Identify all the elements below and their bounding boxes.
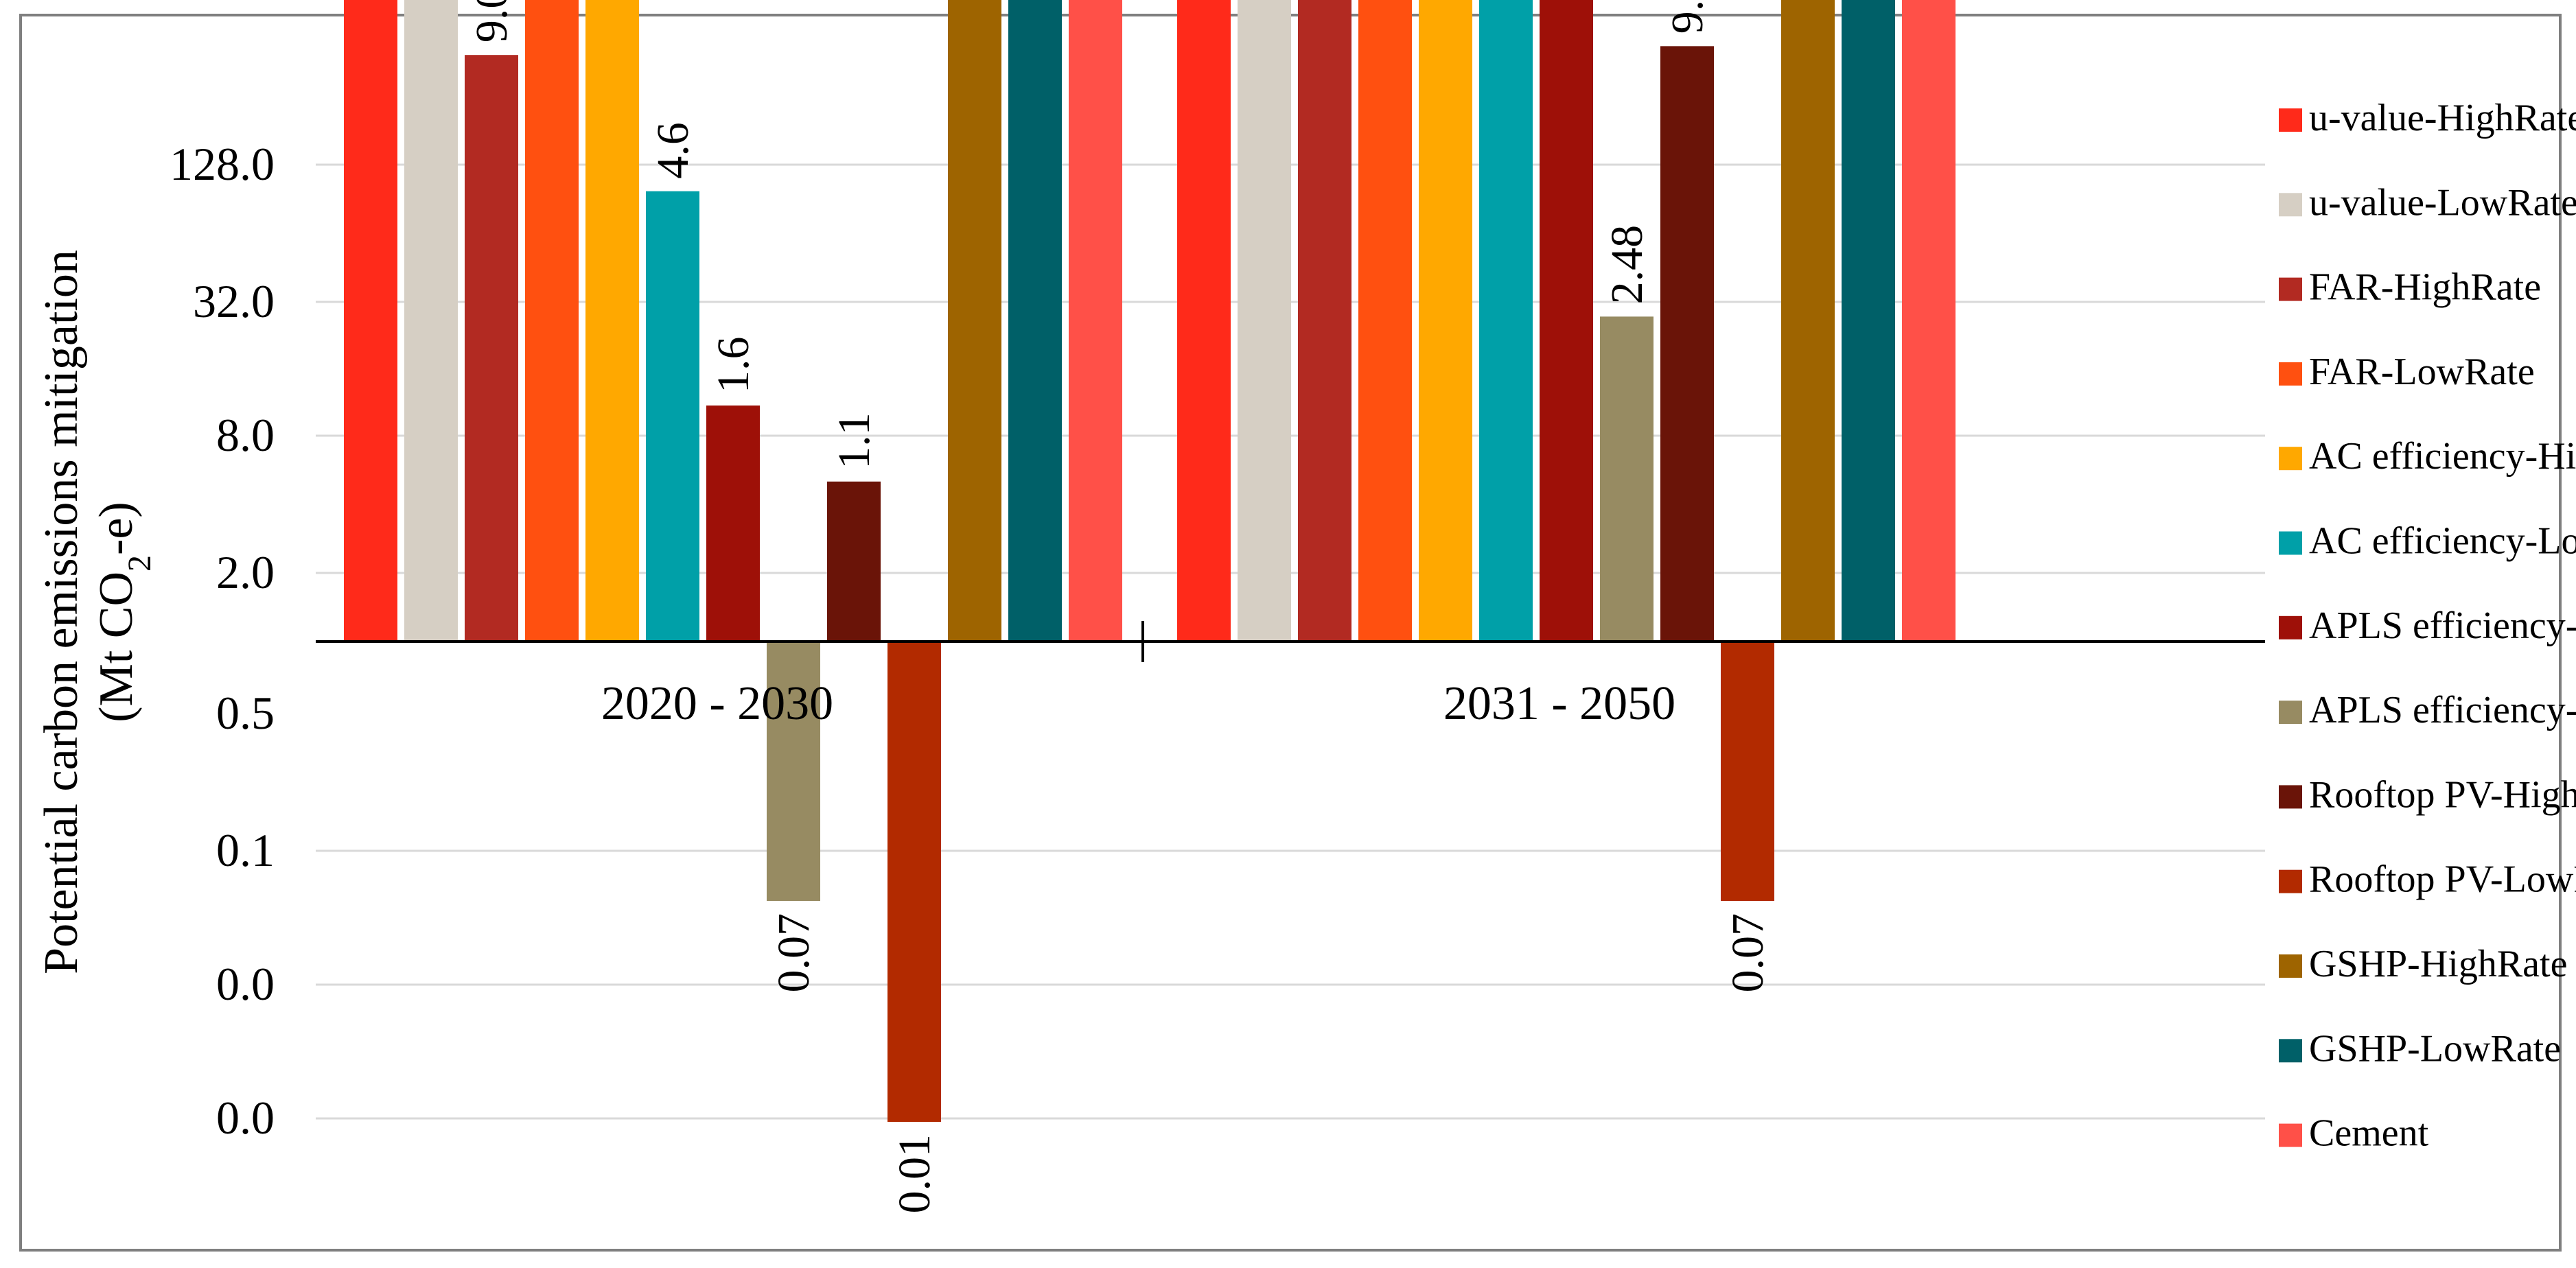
bar-apls-efficiency-lowrate-2020-2030 bbox=[767, 642, 820, 901]
legend-swatch bbox=[2279, 277, 2302, 301]
legend-swatch bbox=[2279, 954, 2302, 978]
y-tick-label: 0.1 bbox=[216, 824, 275, 876]
bar-ac-efficiency-highrate-2031-2050 bbox=[1419, 0, 1472, 642]
bar-far-lowrate-2031-2050 bbox=[1358, 0, 1412, 642]
bar-apls-efficiency-lowrate-2031-2050 bbox=[1600, 316, 1653, 642]
data-label: 1.6 bbox=[708, 336, 758, 393]
legend-label: u-value-HighRate bbox=[2309, 97, 2576, 139]
bar-u-value-highrate-2020-2030 bbox=[344, 0, 397, 642]
category-label: 2031 - 2050 bbox=[1443, 677, 1675, 730]
legend-swatch bbox=[2279, 615, 2302, 639]
y-axis-title: Potential carbon emissions mitigation bbox=[35, 250, 88, 974]
data-label: 9.0 bbox=[467, 0, 517, 43]
legend-swatch bbox=[2279, 1039, 2302, 1063]
legend-swatch bbox=[2279, 193, 2302, 217]
legend-swatch bbox=[2279, 108, 2302, 132]
y-axis-unit: (Mt CO2-e) bbox=[90, 502, 158, 722]
bar-apls-efficiency-highrate-2031-2050 bbox=[1540, 0, 1593, 642]
legend-swatch bbox=[2279, 701, 2302, 725]
y-tick-label: 0.5 bbox=[216, 687, 275, 739]
legend: u-value-HighRate u-value-LowRate FAR-HighR… bbox=[2279, 97, 2576, 1155]
legend-swatch bbox=[2279, 447, 2302, 471]
y-axis-unit-prefix: (Mt CO bbox=[90, 572, 143, 723]
bar-cement-2031-2050 bbox=[1902, 0, 1956, 642]
legend-swatch bbox=[2279, 362, 2302, 386]
data-label: 4.6 bbox=[648, 122, 698, 179]
data-labels: 18.845.325.561.69.021.622.153.316.942.54… bbox=[467, 0, 1773, 1214]
bar-far-highrate-2031-2050 bbox=[1298, 0, 1351, 642]
bar-gshp-highrate-2031-2050 bbox=[1781, 0, 1835, 642]
bar-u-value-lowrate-2031-2050 bbox=[1238, 0, 1291, 642]
y-tick-labels: 128.0 32.0 8.0 2.0 0.5 0.1 0.0 0.0 bbox=[170, 138, 275, 1144]
data-label: 2.48 bbox=[1602, 225, 1652, 305]
bar-u-value-lowrate-2020-2030 bbox=[404, 0, 458, 642]
bar-cement-2020-2030 bbox=[1069, 0, 1122, 642]
bar-apls-efficiency-highrate-2020-2030 bbox=[706, 405, 760, 642]
data-label: 0.07 bbox=[1723, 913, 1773, 993]
legend-label: Cement bbox=[2309, 1112, 2429, 1155]
legend-label: GSHP-LowRate bbox=[2309, 1027, 2561, 1070]
y-axis-unit-subscript: 2 bbox=[121, 555, 158, 572]
legend-label: GSHP-HighRate bbox=[2309, 943, 2567, 985]
bar-far-lowrate-2020-2030 bbox=[525, 0, 579, 642]
legend-label: APLS efficiency-LowRate bbox=[2309, 689, 2576, 731]
legend-label: AC efficiency-LowRate bbox=[2309, 520, 2576, 563]
y-tick-label: 0.0 bbox=[216, 1092, 275, 1144]
y-tick-label: 8.0 bbox=[216, 409, 275, 461]
bar-rooftop-pv-highrate-2020-2030 bbox=[827, 481, 881, 642]
bar-rooftop-pv-lowrate-2031-2050 bbox=[1721, 642, 1774, 901]
y-tick-label: 128.0 bbox=[170, 138, 275, 190]
bar-gshp-lowrate-2031-2050 bbox=[1842, 0, 1895, 642]
legend-swatch bbox=[2279, 1123, 2302, 1147]
legend-label: APLS efficiency-HighRate bbox=[2309, 604, 2576, 647]
data-label: 0.01 bbox=[890, 1134, 940, 1214]
y-tick-label: 32.0 bbox=[193, 275, 275, 327]
legend-label: AC efficiency-HighRate bbox=[2309, 435, 2576, 478]
category-label: 2020 - 2030 bbox=[601, 677, 833, 730]
bar-u-value-highrate-2031-2050 bbox=[1177, 0, 1231, 642]
legend-label: FAR-LowRate bbox=[2309, 351, 2535, 393]
y-axis-title-main: Potential carbon emissions mitigation bbox=[35, 250, 88, 974]
data-label: 1.1 bbox=[829, 412, 879, 469]
bar-rooftop-pv-highrate-2031-2050 bbox=[1660, 46, 1714, 642]
bar-far-highrate-2020-2030 bbox=[465, 55, 518, 642]
legend-label: FAR-HighRate bbox=[2309, 266, 2541, 309]
legend-label: Rooftop PV-HighRate bbox=[2309, 773, 2576, 816]
y-axis-unit-suffix: -e) bbox=[90, 502, 143, 555]
bars bbox=[344, 0, 1956, 1122]
legend-label: u-value-LowRate bbox=[2309, 181, 2576, 224]
legend-label: Rooftop PV-LowRate bbox=[2309, 858, 2576, 901]
bar-gshp-lowrate-2020-2030 bbox=[1008, 0, 1062, 642]
data-label: 9.4 bbox=[1662, 0, 1713, 34]
legend-swatch bbox=[2279, 785, 2302, 809]
legend-swatch bbox=[2279, 531, 2302, 555]
bar-ac-efficiency-highrate-2020-2030 bbox=[585, 0, 639, 642]
y-tick-label: 2.0 bbox=[216, 546, 275, 598]
legend-swatch bbox=[2279, 869, 2302, 893]
bar-ac-efficiency-lowrate-2020-2030 bbox=[646, 191, 699, 642]
bar-gshp-highrate-2020-2030 bbox=[948, 0, 1001, 642]
bar-ac-efficiency-lowrate-2031-2050 bbox=[1479, 0, 1533, 642]
bar-rooftop-pv-lowrate-2020-2030 bbox=[887, 642, 941, 1122]
y-tick-label: 0.0 bbox=[216, 958, 275, 1010]
data-label: 0.07 bbox=[769, 913, 819, 993]
category-labels: 2020 - 2030 2031 - 2050 bbox=[601, 677, 1675, 730]
